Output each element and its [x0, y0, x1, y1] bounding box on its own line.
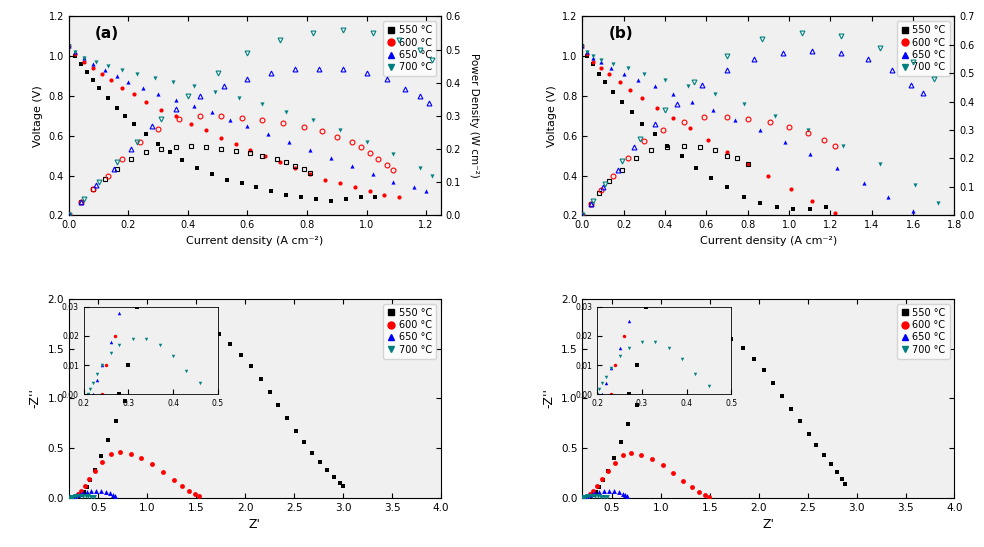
X-axis label: Current density (A cm⁻²): Current density (A cm⁻²) [700, 236, 837, 246]
Y-axis label: Power density (W cm⁻²): Power density (W cm⁻²) [983, 54, 984, 178]
Text: (b): (b) [608, 26, 633, 42]
Y-axis label: -Z'': -Z'' [29, 388, 42, 408]
Y-axis label: -Z'': -Z'' [542, 388, 555, 408]
Legend: 550 °C, 600 °C, 650 °C, 700 °C: 550 °C, 600 °C, 650 °C, 700 °C [897, 304, 950, 359]
Legend: 550 °C, 600 °C, 650 °C, 700 °C: 550 °C, 600 °C, 650 °C, 700 °C [384, 304, 436, 359]
Text: (a): (a) [94, 26, 119, 42]
Legend: 550 °C, 600 °C, 650 °C, 700 °C: 550 °C, 600 °C, 650 °C, 700 °C [897, 21, 950, 77]
Y-axis label: Voltage (V): Voltage (V) [546, 85, 557, 147]
X-axis label: Current density (A cm⁻²): Current density (A cm⁻²) [186, 236, 324, 246]
X-axis label: Z': Z' [249, 518, 261, 531]
Legend: 550 °C, 600 °C, 650 °C, 700 °C: 550 °C, 600 °C, 650 °C, 700 °C [384, 21, 436, 77]
X-axis label: Z': Z' [763, 518, 774, 531]
Y-axis label: Power Density (W cm⁻²): Power Density (W cm⁻²) [469, 54, 479, 178]
Y-axis label: Voltage (V): Voltage (V) [33, 85, 43, 147]
